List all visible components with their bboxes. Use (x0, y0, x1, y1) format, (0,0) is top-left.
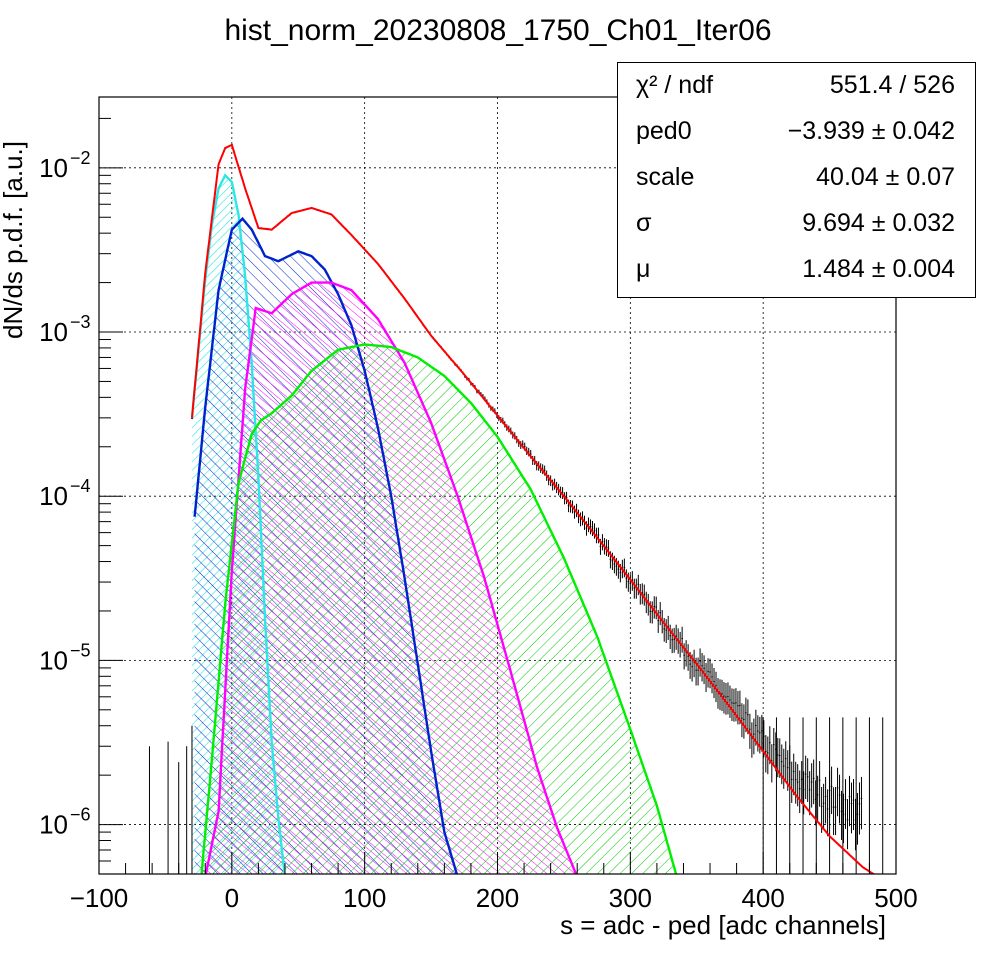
x-tick-label: 100 (343, 883, 386, 913)
stat-row-chi2: χ² / ndf 551.4 / 526 (618, 63, 975, 109)
fit-curve (191, 143, 876, 874)
stat-key: χ² / ndf (636, 71, 714, 99)
fit-curves (190, 143, 876, 874)
y-tick-exponent: −6 (70, 805, 91, 825)
stat-key: σ (636, 209, 652, 237)
stat-value: 9.694 ± 0.032 (802, 209, 955, 237)
component-curve (200, 343, 678, 874)
y-tick-label: 10 (39, 317, 68, 347)
stat-row-sigma: σ 9.694 ± 0.032 (618, 201, 975, 247)
chart-title: hist_norm_20230808_1750_Ch01_Iter06 (224, 14, 772, 47)
component-fills (192, 175, 677, 874)
stat-key: μ (636, 255, 651, 283)
x-tick-label: 500 (874, 883, 917, 913)
stat-row-ped0: ped0 −3.939 ± 0.042 (618, 109, 975, 155)
stat-row-scale: scale 40.04 ± 0.07 (618, 155, 975, 201)
x-tick-label: 200 (476, 883, 519, 913)
x-tick-label: 400 (741, 883, 784, 913)
y-tick-label: 10 (39, 481, 68, 511)
stat-value: −3.939 ± 0.042 (787, 117, 955, 145)
y-axis-label: dN/ds p.d.f. [a.u.] (0, 141, 28, 339)
stat-row-mu: μ 1.484 ± 0.004 (618, 247, 975, 293)
x-tick-label: −100 (70, 883, 129, 913)
stat-value: 551.4 / 526 (829, 71, 955, 99)
x-tick-label: 0 (225, 883, 239, 913)
component-hatch-fill (201, 344, 677, 874)
axis-ticks (98, 117, 897, 875)
y-tick-label: 10 (39, 810, 68, 840)
fit-stats-box: χ² / ndf 551.4 / 526 ped0 −3.939 ± 0.042… (617, 62, 976, 298)
x-axis-label: s = adc - ped [adc channels] (560, 910, 886, 940)
y-tick-exponent: −3 (70, 312, 91, 332)
y-tick-label: 10 (39, 153, 68, 183)
y-tick-exponent: −2 (70, 148, 91, 168)
stat-value: 40.04 ± 0.07 (816, 163, 955, 191)
y-tick-exponent: −4 (70, 476, 91, 496)
component-curve (204, 281, 578, 874)
stat-value: 1.484 ± 0.004 (802, 255, 955, 283)
y-tick-label: 10 (39, 645, 68, 675)
stat-key: ped0 (636, 117, 692, 145)
y-tick-exponent: −5 (70, 640, 91, 660)
stat-key: scale (636, 163, 695, 191)
component-curve (193, 216, 459, 874)
x-tick-label: 300 (609, 883, 652, 913)
